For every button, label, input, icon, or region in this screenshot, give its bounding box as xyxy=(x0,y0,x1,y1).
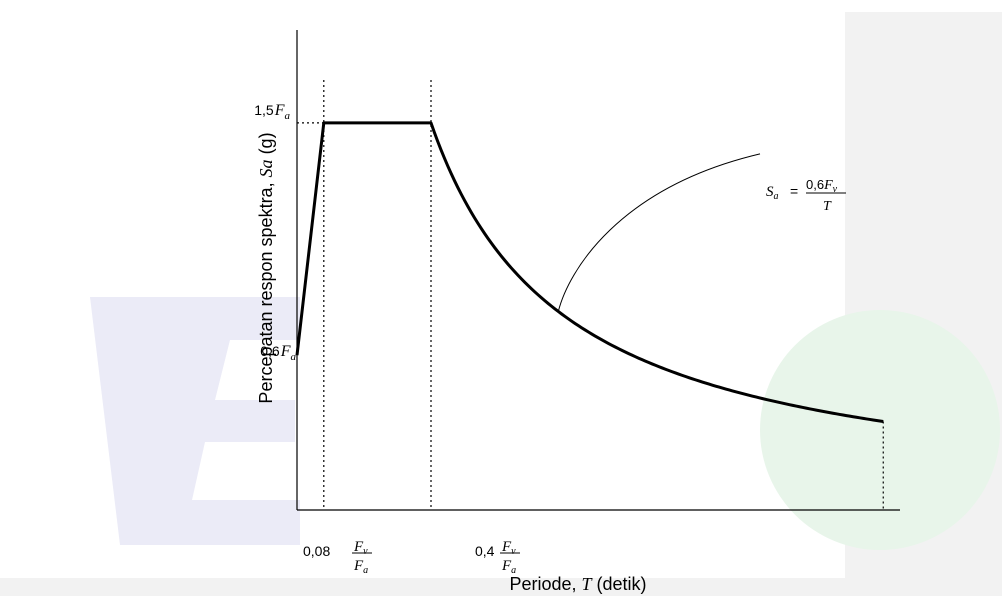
x-tick-coef: 0,08 xyxy=(303,543,330,559)
y-axis-title: Percepatan respon spektra, Sa (g) xyxy=(256,132,276,403)
x-tick-label-ts: 0,4 Fv Fa xyxy=(475,539,520,576)
annotation-leader xyxy=(557,153,761,312)
spectrum-curve xyxy=(295,121,884,424)
watermark-circle xyxy=(760,310,1000,550)
formula-lhs: Sa xyxy=(766,184,779,202)
x-tick-label-t0: 0,08 Fv Fa xyxy=(303,539,372,576)
y-tick-label-s0: 0,6Fa xyxy=(260,343,296,363)
x-tick-num: Fv xyxy=(501,539,516,557)
formula-num: 0,6Fv xyxy=(806,177,838,195)
x-tick-coef: 0,4 xyxy=(475,543,495,559)
y-tick-label-sds: 1,5Fa xyxy=(254,102,290,122)
x-tick-den: Fa xyxy=(353,558,368,576)
watermark-letter xyxy=(90,297,300,545)
x-tick-den: Fa xyxy=(501,558,516,576)
x-axis-title: Periode, T (detik) xyxy=(509,574,646,594)
formula-annotation: Sa = 0,6Fv T xyxy=(766,177,846,214)
formula-den: T xyxy=(823,199,832,214)
formula-eq: = xyxy=(790,183,798,199)
bottom-band xyxy=(0,578,1002,596)
x-tick-num: Fv xyxy=(353,539,368,557)
guide-lines xyxy=(297,80,884,510)
